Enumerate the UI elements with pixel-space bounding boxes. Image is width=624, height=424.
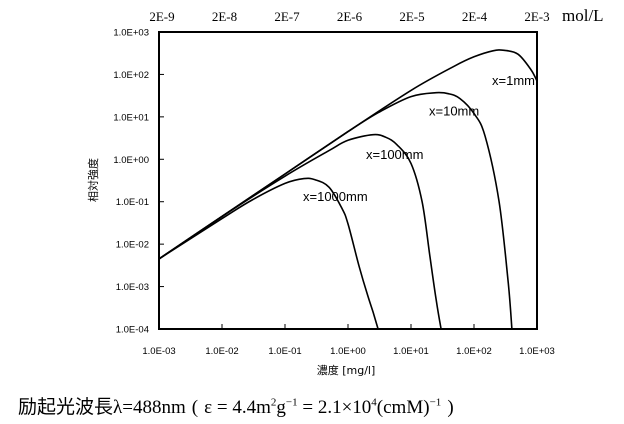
x-tick-label: 1.0E+00 [330,346,366,357]
series-label: x=1000mm [303,189,368,204]
y-tick-label: 1.0E-04 [116,325,149,336]
y-tick-label: 1.0E-01 [116,197,149,208]
caption-g: g [276,397,286,418]
y-axis-label: 相対強度 [86,158,100,202]
caption-sup-neg1b: −1 [429,396,442,409]
top-tick-label: 2E-7 [274,9,300,24]
y-tick-label: 1.0E+01 [113,112,149,123]
caption-equals: = 2.1×10 [297,397,372,418]
top-tick-label: 2E-5 [399,9,424,24]
x-tick-label: 1.0E-01 [268,346,301,357]
x-tick-label: 1.0E+02 [456,346,492,357]
curves-group [158,49,538,330]
caption-epsilon: ε = 4.4m [204,397,271,418]
x-tick-label: 1.0E-02 [205,346,238,357]
caption-sup-2: 2 [270,396,277,409]
caption-sup-neg1: −1 [285,396,298,409]
x-ticks-group: 1.0E-03 1.0E-02 1.0E-01 1.0E+00 1.0E+01 1.0E+… [142,324,555,357]
y-tick-label: 1.0E+00 [113,155,149,166]
top-axis-unit-label: mol/L [562,6,604,25]
series-label: x=1mm [492,73,535,88]
curve-labels-group: x=1mm x=10mm x=100mm x=1000mm [303,73,535,204]
y-tick-label: 1.0E-02 [116,240,149,251]
plot-frame [158,31,538,330]
x-tick-label: 1.0E-03 [142,346,175,357]
caption-wavelength: λ=488nm [113,397,186,418]
caption-paren-open: ( [191,397,199,418]
top-ticks-group: 2E-9 2E-8 2E-7 2E-6 2E-5 2E-4 2E-3 [149,9,549,24]
caption-sup-4: 4 [371,396,377,409]
y-tick-label: 1.0E+02 [113,70,149,81]
caption-label: 励起光波長 [18,396,114,418]
excitation-caption: 励起光波長λ=488nm ( ε = 4.4m2g−1 = 2.1×104(cm… [18,392,454,419]
x-axis-label: 濃度 [mg/l] [317,363,376,377]
x-tick-label: 1.0E+03 [519,346,555,357]
x-tick-label: 1.0E+01 [393,346,429,357]
y-tick-label: 1.0E+03 [113,28,149,39]
series-label: x=100mm [366,147,423,162]
top-tick-label: 2E-9 [149,9,174,24]
caption-paren-close: ) [447,397,454,418]
y-ticks-group: 1.0E+03 1.0E+02 1.0E+01 1.0E+00 1.0E-01 1.0E-… [113,28,164,336]
y-tick-label: 1.0E-03 [116,282,149,293]
caption-unit: (cmM) [376,397,430,418]
series-line-x10mm [158,91,513,330]
top-tick-label: 2E-3 [524,9,549,24]
series-label: x=10mm [429,104,479,119]
series-line-x1mm [158,49,538,260]
series-line-x1000mm [158,177,379,330]
top-tick-label: 2E-6 [337,9,363,24]
series-line-x100mm [158,133,442,330]
top-tick-label: 2E-4 [462,9,488,24]
top-tick-label: 2E-8 [212,9,237,24]
